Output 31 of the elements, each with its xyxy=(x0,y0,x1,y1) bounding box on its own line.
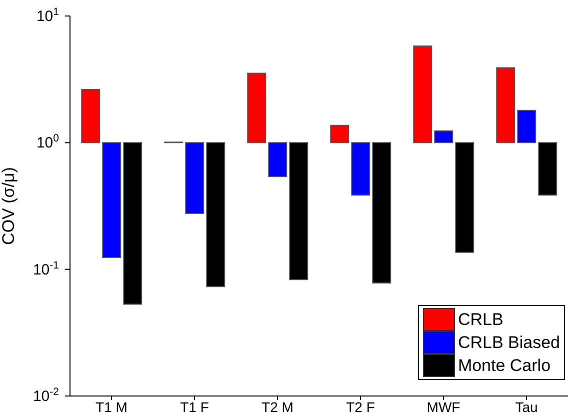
bar xyxy=(330,124,350,144)
bar xyxy=(372,142,392,284)
legend-label: CRLB xyxy=(458,310,504,330)
bar xyxy=(517,110,536,144)
bar xyxy=(123,142,142,305)
bar xyxy=(496,67,516,144)
bar xyxy=(102,142,122,258)
y-tick-label: 10$^{1}$ xyxy=(36,6,60,25)
bar xyxy=(538,142,558,196)
x-tick-label: T2 F xyxy=(346,398,375,414)
x-tick-label: MWF xyxy=(426,398,460,414)
y-tick-label: 10$^{-2}$ xyxy=(32,386,60,405)
y-axis-title: COV (σ/μ) xyxy=(0,167,18,245)
bar xyxy=(81,88,100,144)
y-tick-label: 10$^{0}$ xyxy=(36,132,60,152)
bar xyxy=(351,142,370,196)
bar xyxy=(455,142,474,253)
bar xyxy=(434,130,454,144)
x-tick-label: T2 M xyxy=(262,398,294,414)
x-tick-label: T1 M xyxy=(96,398,128,414)
x-tick-label: Tau xyxy=(515,398,538,414)
legend-label: CRLB Biased xyxy=(458,332,560,352)
bar xyxy=(268,142,288,178)
bar xyxy=(206,142,226,288)
x-tick-label: T1 F xyxy=(180,398,209,414)
bar xyxy=(185,142,204,214)
bar xyxy=(413,45,432,144)
bar xyxy=(289,142,308,280)
bar xyxy=(247,72,266,144)
legend-label: Monte Carlo xyxy=(458,356,551,376)
y-tick-label: 10$^{-1}$ xyxy=(32,259,60,278)
